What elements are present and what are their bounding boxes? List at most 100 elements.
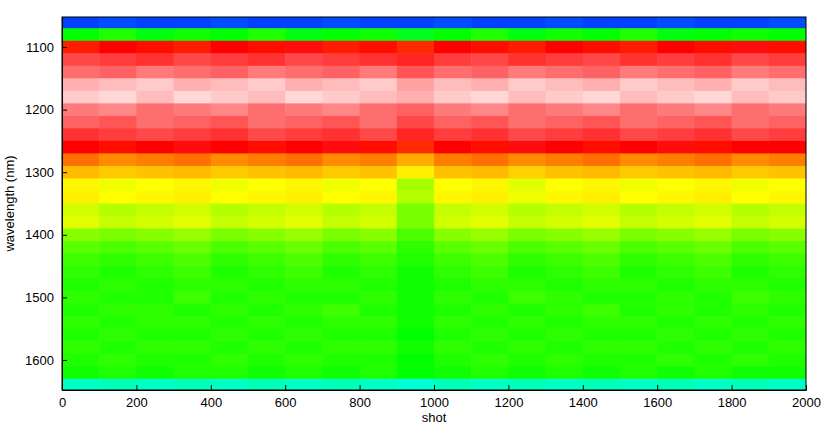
heat-cell [583,141,621,154]
heat-cell [620,17,658,29]
heat-cell [360,91,398,104]
heat-cell [620,379,658,390]
heat-cell [136,241,174,254]
heat-cell [99,329,137,342]
heat-cell [285,366,323,379]
heat-cell [583,53,621,66]
heat-cell [583,191,621,204]
heat-cell [211,304,249,317]
heat-cell [397,354,435,367]
x-tick-label: 0 [59,395,66,410]
heat-cell [732,329,770,342]
heat-cell [99,279,137,292]
heat-cell [546,28,584,41]
heat-cell [583,78,621,91]
heat-cell [694,41,732,54]
heat-cell [99,28,137,41]
heat-cell [360,128,398,141]
heat-cell [322,266,360,279]
heat-cell [248,53,286,66]
heat-cell [620,128,658,141]
heat-cell [434,379,472,390]
heat-cell [657,103,695,116]
heat-cell [99,266,137,279]
heat-cell [62,341,100,354]
heat-cell [769,103,806,116]
heat-cell [546,241,584,254]
heat-cell [471,91,509,104]
heat-cell [397,166,435,179]
heat-cell [546,266,584,279]
x-tick: 1600 [643,385,672,410]
heat-cell [583,241,621,254]
heat-cell [620,191,658,204]
heat-cell [248,66,286,79]
heat-cell [583,103,621,116]
heat-cell [546,153,584,166]
heat-cell [657,191,695,204]
heat-cell [211,266,249,279]
heat-cell [620,53,658,66]
heat-cell [322,166,360,179]
heat-cell [322,53,360,66]
heat-cell [174,279,212,292]
heat-cell [322,354,360,367]
heat-cell [434,304,472,317]
heat-cell [285,304,323,317]
heat-cell [211,316,249,329]
heat-cell [732,128,770,141]
heat-cell [136,141,174,154]
x-tick-label: 400 [200,395,222,410]
heat-cell [546,91,584,104]
heat-cell [62,241,100,254]
heat-cell [657,304,695,317]
heat-cell [99,316,137,329]
heat-cell [471,103,509,116]
heat-cell [546,116,584,129]
heat-cell [248,191,286,204]
heat-cell [657,116,695,129]
heat-cell [211,204,249,217]
heat-cell [583,178,621,191]
heat-cell [99,204,137,217]
heat-cell [285,28,323,41]
heat-cell [322,279,360,292]
heat-cell [694,166,732,179]
heat-cell [657,279,695,292]
heat-cell [732,153,770,166]
heat-cell [322,216,360,229]
y-tick-label: 1100 [26,40,54,55]
heat-cell [360,304,398,317]
heat-cell [285,66,323,79]
heat-cell [434,178,472,191]
heat-cell [360,216,398,229]
heat-cell [471,204,509,217]
heat-cell [360,204,398,217]
heat-cell [546,304,584,317]
heat-cell [360,366,398,379]
heat-cell [397,366,435,379]
heat-cell [546,254,584,267]
heat-cell [62,153,100,166]
heat-cell [471,191,509,204]
cells [62,17,806,390]
heat-cell [732,216,770,229]
heat-cell [136,53,174,66]
heat-cell [360,28,398,41]
heat-cell [546,141,584,154]
heat-cell [583,279,621,292]
heat-cell [471,366,509,379]
heat-cell [508,66,546,79]
heat-cell [546,166,584,179]
heat-cell [285,229,323,242]
x-tick-label: 600 [275,395,297,410]
heat-cell [174,329,212,342]
heat-cell [99,241,137,254]
heat-cell [322,41,360,54]
heat-cell [620,279,658,292]
heat-cell [397,279,435,292]
heat-cell [620,216,658,229]
x-tick-label: 800 [349,395,371,410]
heat-cell [434,17,472,29]
heat-cell [508,266,546,279]
